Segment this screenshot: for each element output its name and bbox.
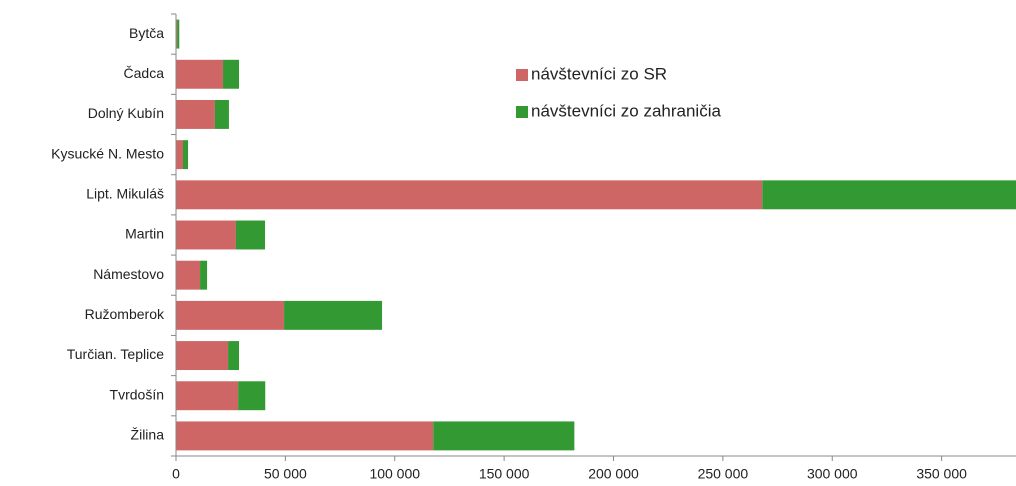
legend: návštevníci zo SR návštevníci zo zahranič… [516, 64, 721, 120]
y-tick-label: Lipt. Mikuláš [86, 186, 164, 202]
y-tick-label: Dolný Kubín [88, 105, 164, 121]
y-tick-label: Martin [125, 226, 164, 242]
bar-segment [176, 140, 183, 170]
x-tick-label: 100 000 [369, 466, 420, 482]
bar-segment [176, 341, 229, 371]
x-tick-label: 350 000 [916, 466, 967, 482]
x-tick-label: 150 000 [479, 466, 530, 482]
bar-segment [176, 300, 285, 330]
legend-label: návštevníci zo SR [531, 64, 667, 83]
bar-segment [433, 421, 575, 451]
bar-segment [183, 140, 189, 170]
bar-segment [238, 381, 266, 411]
bar-segment [200, 260, 208, 290]
bar-segment [223, 59, 239, 89]
bar-segment [214, 99, 229, 129]
y-tick-label: Čadca [124, 65, 165, 81]
y-tick-label: Námestovo [93, 266, 164, 282]
legend-swatch [516, 69, 528, 81]
bar-segment [228, 341, 239, 371]
legend-label: návštevníci zo zahraničia [531, 101, 721, 120]
y-tick-label: Žilina [131, 427, 165, 443]
bar-segment [176, 59, 224, 89]
bar-segment [176, 19, 178, 49]
bar-segment [176, 220, 236, 250]
y-tick-label: Kysucké N. Mesto [51, 145, 164, 161]
bar-segment [284, 300, 383, 330]
y-tick-label: Bytča [129, 25, 164, 41]
x-tick-label: 0 [172, 466, 180, 482]
bar-segment [176, 99, 215, 129]
x-tick-label: 300 000 [807, 466, 858, 482]
bar-segment [176, 421, 434, 451]
y-tick-label: Ružomberok [85, 306, 165, 322]
x-tick-label: 200 000 [588, 466, 639, 482]
y-tick-label: Turčian. Teplice [67, 346, 164, 362]
x-tick-label: 50 000 [264, 466, 307, 482]
bar-segment [177, 19, 180, 49]
legend-swatch [516, 106, 528, 118]
bar-segment [235, 220, 266, 250]
bar-segment [176, 260, 201, 290]
x-tick-label: 250 000 [698, 466, 749, 482]
y-tick-label: Tvrdošín [110, 386, 164, 402]
bar-segment [176, 180, 763, 210]
bar-segment [762, 180, 1016, 210]
bar-segment [176, 381, 239, 411]
